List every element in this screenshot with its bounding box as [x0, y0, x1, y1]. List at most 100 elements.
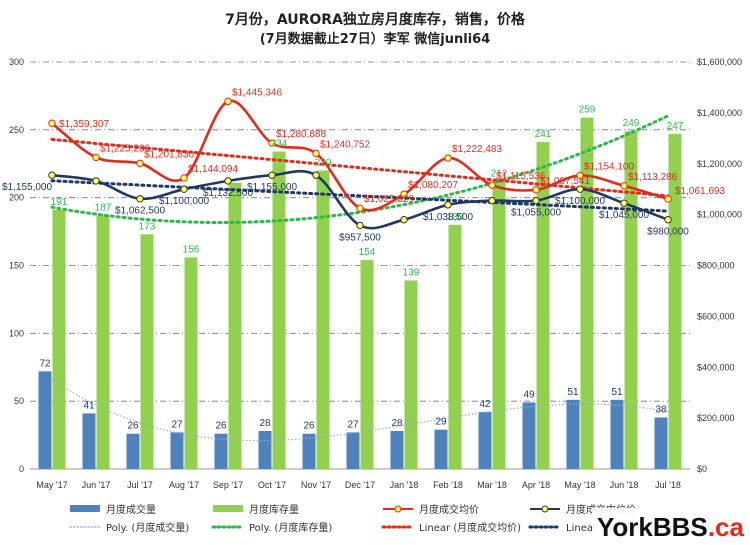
label-volume: 41 — [83, 400, 95, 411]
x-tick-label: Jun '18 — [610, 480, 639, 490]
label-inventory: 259 — [579, 105, 596, 116]
x-tick-label: Dec '17 — [345, 480, 375, 490]
watermark-suffix: .ca — [708, 512, 745, 542]
label-avg-price: $1,080,207 — [408, 180, 458, 191]
bar-volume — [434, 429, 448, 469]
point-avg-price — [48, 119, 56, 127]
point-median-price — [224, 177, 232, 185]
bar-inventory — [448, 224, 462, 469]
label-inventory: 191 — [51, 197, 68, 208]
bar-volume — [38, 371, 52, 469]
label-avg-price: $1,201,830 — [144, 149, 194, 160]
label-volume: 26 — [303, 421, 315, 432]
bar-inventory — [624, 131, 638, 469]
label-median-price: $957,500 — [339, 232, 381, 243]
point-avg-price — [180, 174, 188, 182]
label-avg-price: $1,445,346 — [232, 87, 282, 98]
label-avg-price: $1,359,307 — [59, 119, 109, 130]
left-tick-label: 150 — [9, 261, 24, 271]
x-tick-label: May '18 — [564, 480, 595, 490]
x-tick-label: Apr '18 — [522, 480, 550, 490]
legend-item: 月度库存量 — [213, 503, 299, 516]
label-avg-price: $1,144,094 — [188, 164, 238, 175]
label-inventory: 234 — [271, 139, 288, 150]
bar-inventory — [272, 151, 286, 470]
bar-inventory — [360, 260, 374, 469]
right-tick-label: $1,400,000 — [697, 108, 742, 118]
bar-volume — [654, 417, 668, 469]
label-avg-price: $1,025,329 — [364, 194, 414, 205]
left-tick-label: 0 — [19, 464, 24, 474]
bar-volume — [82, 413, 96, 469]
label-volume: 51 — [611, 387, 623, 398]
bar-inventory — [492, 181, 506, 470]
bar-volume — [214, 433, 228, 469]
label-inventory: 241 — [535, 129, 552, 140]
label-inventory: 154 — [359, 247, 376, 258]
watermark-brand: YorkBBS — [597, 512, 708, 542]
data-labels: 72 191 $1,359,307 $1,155,000 41 187 $1,225,236… — [2, 87, 725, 431]
x-axis: May '17 Jun '17 Jul '17 Aug '17 Sep '17 Oct '… — [36, 480, 680, 490]
x-tick-label: Jun '17 — [82, 480, 111, 490]
bar-inventory — [184, 257, 198, 469]
label-volume: 26 — [127, 421, 139, 432]
label-volume: 49 — [523, 390, 535, 401]
trend-inventory-poly — [50, 114, 670, 224]
label-avg-price: $1,061,693 — [675, 186, 725, 197]
line-avg-price — [51, 99, 669, 212]
point-median-price — [136, 195, 144, 203]
label-median-price: $1,100,000 — [555, 196, 605, 207]
bar-volume — [522, 402, 536, 469]
bar-volume — [566, 399, 580, 469]
legend-label: 月度库存量 — [249, 503, 299, 516]
left-axis: 0 50 100 150 200 250 300 — [9, 57, 24, 474]
label-avg-price: $1,115,536 — [496, 171, 546, 182]
x-tick-label: Aug '17 — [169, 480, 199, 490]
label-median-price: $1,155,000 — [2, 182, 52, 193]
point-avg-price — [532, 186, 540, 194]
legend-item: 月度成交量 — [70, 503, 156, 516]
point-median-price — [576, 185, 584, 193]
point-avg-price — [576, 171, 584, 180]
label-inventory: 249 — [623, 118, 640, 129]
legend-label: Poly. (月度成交量) — [106, 521, 189, 534]
x-tick-label: May '17 — [36, 480, 67, 490]
label-volume: 28 — [391, 418, 403, 429]
point-median-price — [400, 216, 408, 224]
legend-label: 月度成交量 — [106, 503, 156, 516]
label-inventory: 212 — [491, 168, 508, 179]
point-median-price — [488, 196, 496, 205]
bar-volume — [478, 412, 492, 469]
point-median-price — [92, 177, 100, 185]
legend-item: Poly. (月度库存量) — [211, 521, 332, 534]
left-tick-label: 200 — [9, 193, 24, 203]
legend-marker — [541, 505, 549, 513]
bar-inventory — [316, 170, 330, 470]
point-median-price — [180, 185, 188, 193]
point-avg-price — [444, 154, 452, 162]
point-avg-price — [664, 195, 672, 203]
legend-label: 月度成交均价 — [419, 503, 479, 516]
label-volume: 42 — [479, 399, 491, 410]
point-avg-price — [92, 153, 100, 162]
bar-inventory — [404, 280, 418, 469]
left-tick-label: 50 — [14, 396, 24, 406]
bar-volume — [258, 431, 272, 469]
label-avg-price: $1,113,286 — [628, 172, 678, 183]
label-avg-price: $1,280,888 — [276, 129, 326, 140]
bar-volume — [302, 433, 316, 469]
label-inventory: 220 — [315, 158, 332, 169]
x-tick-label: Mar '18 — [477, 480, 507, 490]
point-avg-price — [356, 204, 364, 212]
x-tick-label: Jan '18 — [390, 480, 419, 490]
point-avg-price — [400, 190, 408, 198]
legend-marker — [394, 505, 402, 513]
legend-item: Linear (月度成交均价) — [381, 521, 521, 534]
label-avg-price: $1,225,236 — [100, 143, 150, 154]
x-tick-label: Jul '17 — [127, 480, 153, 490]
left-tick-label: 250 — [9, 125, 24, 135]
point-avg-price — [620, 182, 628, 190]
label-inventory: 187 — [95, 202, 112, 213]
label-median-price: $1,055,000 — [511, 208, 561, 219]
legend-swatch — [70, 505, 100, 512]
